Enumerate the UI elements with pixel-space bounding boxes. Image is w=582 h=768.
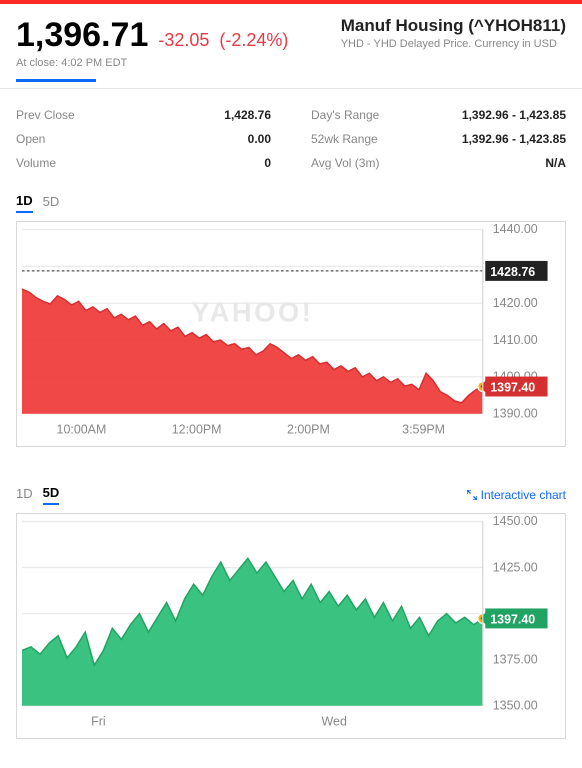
- svg-text:1440.00: 1440.00: [493, 222, 538, 236]
- stat-row: Day's Range 1,392.96 - 1,423.85: [311, 103, 566, 127]
- chart2-tab-5d[interactable]: 5D: [43, 485, 60, 505]
- svg-text:12:00PM: 12:00PM: [172, 423, 222, 437]
- stat-label: Day's Range: [311, 108, 379, 122]
- svg-text:1425.00: 1425.00: [493, 560, 538, 574]
- stat-label: Avg Vol (3m): [311, 156, 379, 170]
- stat-value: 1,392.96 - 1,423.85: [462, 108, 566, 122]
- chart1-container: 1390.001400.001410.001420.001430.001440.…: [16, 221, 566, 447]
- svg-text:Wed: Wed: [322, 715, 347, 729]
- stat-value: 1,428.76: [224, 108, 271, 122]
- chart2-container: 1350.001375.001400.001425.001450.001397.…: [16, 513, 566, 739]
- svg-text:3:59PM: 3:59PM: [402, 423, 445, 437]
- chart2-svg: 1350.001375.001400.001425.001450.001397.…: [17, 514, 565, 738]
- svg-text:YAHOO!: YAHOO!: [191, 297, 313, 328]
- stat-row: 52wk Range 1,392.96 - 1,423.85: [311, 127, 566, 151]
- svg-text:1428.76: 1428.76: [490, 265, 535, 279]
- quote-header: 1,396.71 -32.05 (-2.24%) At close: 4:02 …: [0, 4, 582, 73]
- stats-col-right: Day's Range 1,392.96 - 1,423.85 52wk Rang…: [291, 103, 566, 175]
- instrument-subtext: YHD - YHD Delayed Price. Currency in USD: [341, 38, 566, 50]
- interactive-chart-label: Interactive chart: [481, 488, 566, 502]
- svg-text:1375.00: 1375.00: [493, 653, 538, 667]
- stat-label: Volume: [16, 156, 56, 170]
- stat-label: Open: [16, 132, 45, 146]
- close-timestamp: At close: 4:02 PM EDT: [16, 57, 288, 69]
- svg-text:10:00AM: 10:00AM: [57, 423, 107, 437]
- svg-text:1350.00: 1350.00: [493, 699, 538, 713]
- chart1-tabs: 1D 5D: [0, 185, 582, 217]
- chart1-svg: 1390.001400.001410.001420.001430.001440.…: [17, 222, 565, 446]
- stat-row: Volume 0: [16, 151, 271, 175]
- svg-text:1450.00: 1450.00: [493, 514, 538, 528]
- stat-row: Avg Vol (3m) N/A: [311, 151, 566, 175]
- stat-value: 0: [264, 156, 271, 170]
- stats-col-left: Prev Close 1,428.76 Open 0.00 Volume 0: [16, 103, 291, 175]
- svg-text:Fri: Fri: [91, 715, 106, 729]
- chart2-tab-1d[interactable]: 1D: [16, 486, 33, 504]
- chart1-tab-5d[interactable]: 5D: [43, 194, 60, 212]
- price-block: 1,396.71 -32.05 (-2.24%) At close: 4:02 …: [16, 16, 288, 69]
- svg-text:1397.40: 1397.40: [490, 613, 535, 627]
- change-absolute: -32.05: [158, 30, 209, 51]
- stat-value: 1,392.96 - 1,423.85: [462, 132, 566, 146]
- instrument-name-block: Manuf Housing (^YHOH811) YHD - YHD Delay…: [341, 16, 566, 50]
- summary-stats: Prev Close 1,428.76 Open 0.00 Volume 0 Day'…: [0, 89, 582, 185]
- svg-text:1390.00: 1390.00: [493, 407, 538, 421]
- svg-text:2:00PM: 2:00PM: [287, 423, 330, 437]
- svg-text:1410.00: 1410.00: [493, 333, 538, 347]
- header-tab-underline: [16, 79, 96, 82]
- last-price: 1,396.71: [16, 16, 148, 55]
- stat-row: Prev Close 1,428.76: [16, 103, 271, 127]
- stat-row: Open 0.00: [16, 127, 271, 151]
- svg-text:1397.40: 1397.40: [490, 380, 535, 394]
- chart2-tabs: 1D 5D Interactive chart: [0, 477, 582, 509]
- stat-value: 0.00: [248, 132, 271, 146]
- expand-icon: [467, 490, 477, 500]
- chart1-tab-1d[interactable]: 1D: [16, 193, 33, 213]
- stat-label: 52wk Range: [311, 132, 378, 146]
- change-percent: (-2.24%): [219, 30, 288, 51]
- stat-label: Prev Close: [16, 108, 75, 122]
- interactive-chart-link[interactable]: Interactive chart: [467, 488, 566, 502]
- svg-text:1420.00: 1420.00: [493, 296, 538, 310]
- instrument-name: Manuf Housing (^YHOH811): [341, 16, 566, 36]
- stat-value: N/A: [545, 156, 566, 170]
